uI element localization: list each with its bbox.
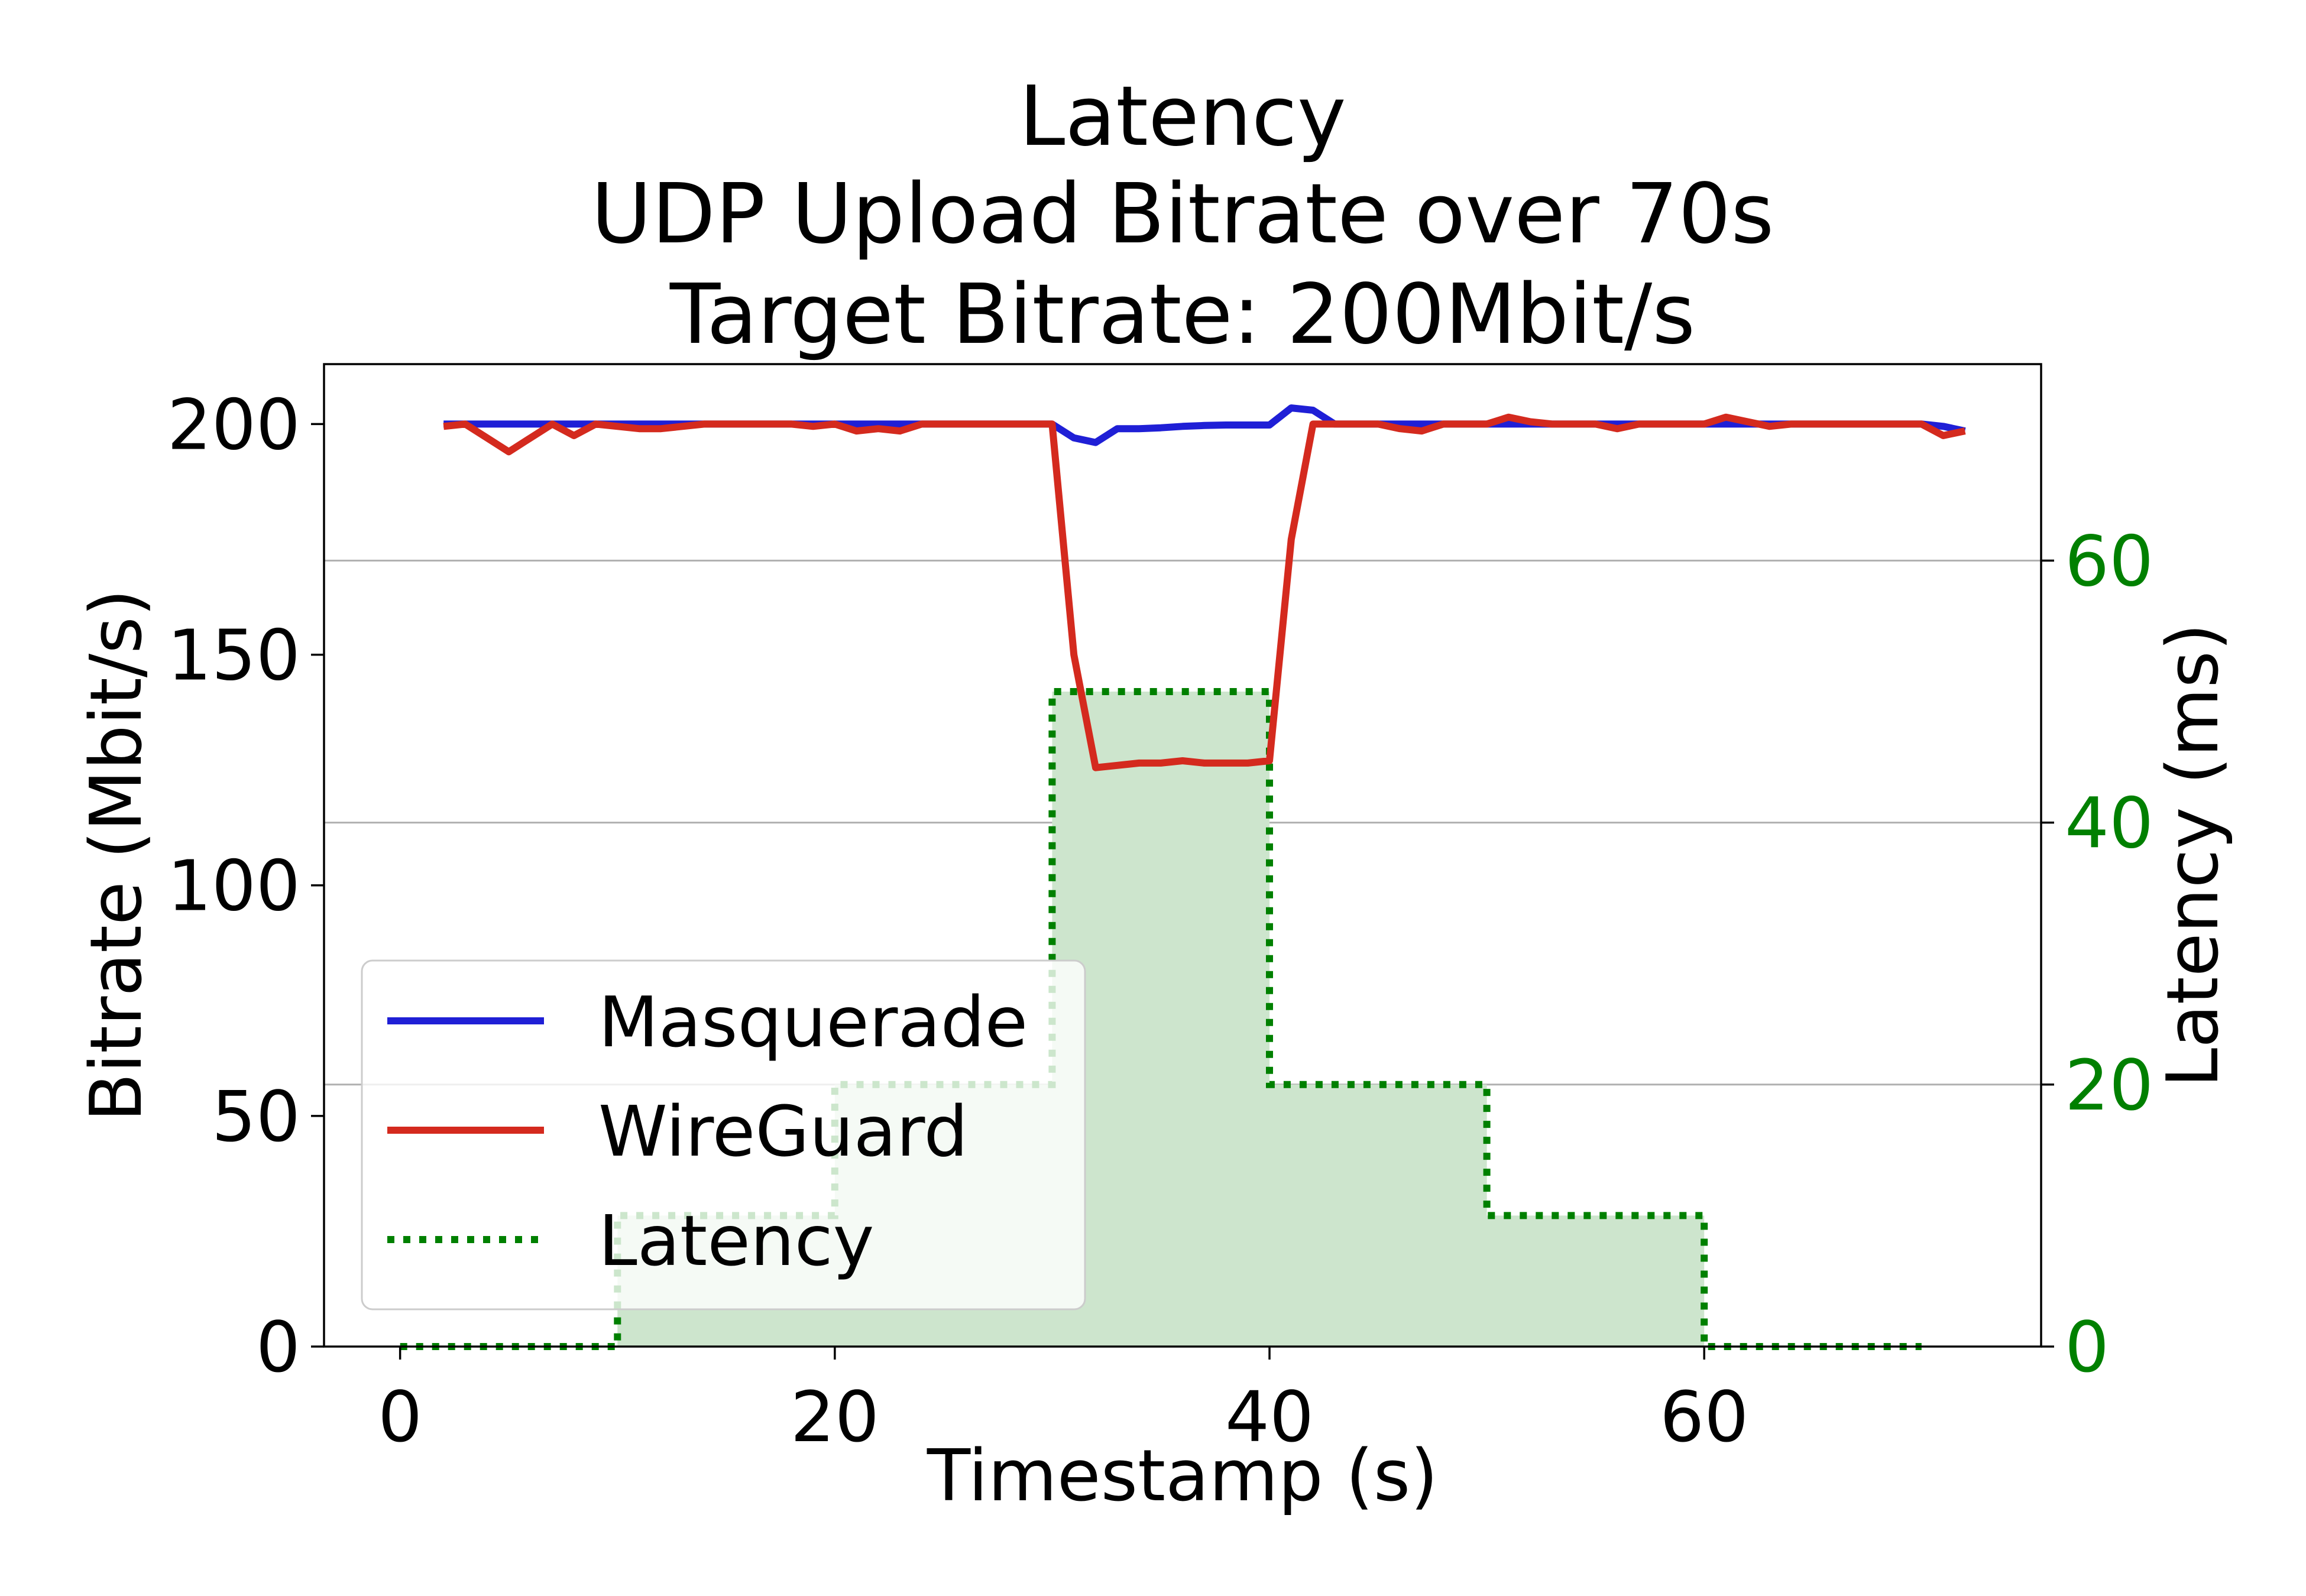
legend-label-masquerade: Masquerade [598,981,1028,1063]
legend-box [361,959,1086,1310]
y2-axis-label: Latency (ms) [2152,623,2234,1088]
x-tick-label-60: 60 [1660,1376,1748,1458]
y-tick-label-200: 200 [167,384,300,465]
y-tick-label-0: 0 [256,1306,300,1388]
y-tick-label-150: 150 [167,615,300,696]
axis-ticks: 0 20 40 60 0 50 100 150 200 0 20 40 60 [167,384,2153,1458]
series-line-wireguard [443,413,1966,771]
legend-label-latency: Latency [598,1200,874,1282]
chart-title-line-1: Latency [1019,69,1346,165]
plot-frame [323,363,2042,1348]
chart-title-line-3: Target Bitrate: 200Mbit/s [669,267,1695,363]
x-tick-label-20: 20 [791,1376,879,1458]
chart-title-line-2: UDP Upload Bitrate over 70s [591,166,1774,262]
y-tick-label-50: 50 [212,1076,300,1157]
y2-tick-label-0: 0 [2065,1306,2109,1388]
y-axis-label: Bitrate (Mbit/s) [76,589,158,1121]
y2-tick-label-60: 60 [2065,520,2153,602]
y2-tick-label-40: 40 [2065,783,2153,864]
x-tick-label-0: 0 [378,1376,422,1458]
legend: Masquerade WireGuard Latency [361,959,1086,1310]
x-axis-label: Timestamp (s) [927,1435,1438,1517]
y-tick-label-100: 100 [167,845,300,927]
latency-fill [400,692,1922,1347]
latency-fill-area [400,692,1922,1347]
x-tick-label-40: 40 [1225,1376,1314,1458]
legend-label-wireguard: WireGuard [598,1091,968,1172]
y2-tick-label-20: 20 [2065,1044,2153,1126]
